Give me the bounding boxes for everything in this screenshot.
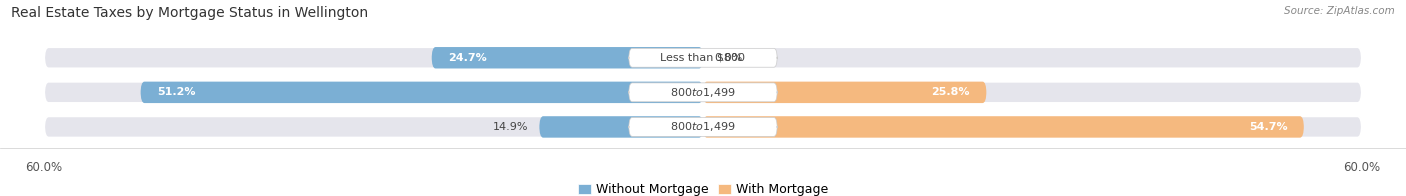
FancyBboxPatch shape xyxy=(141,82,703,103)
Text: $800 to $1,499: $800 to $1,499 xyxy=(671,86,735,99)
FancyBboxPatch shape xyxy=(44,82,1362,103)
FancyBboxPatch shape xyxy=(540,116,703,138)
Text: 25.8%: 25.8% xyxy=(931,87,970,97)
Text: 51.2%: 51.2% xyxy=(157,87,195,97)
Text: Less than $800: Less than $800 xyxy=(661,53,745,63)
Text: 0.0%: 0.0% xyxy=(714,53,742,63)
FancyBboxPatch shape xyxy=(628,83,778,102)
FancyBboxPatch shape xyxy=(432,47,703,68)
FancyBboxPatch shape xyxy=(703,82,987,103)
Text: Source: ZipAtlas.com: Source: ZipAtlas.com xyxy=(1284,6,1395,16)
FancyBboxPatch shape xyxy=(703,116,1303,138)
Text: 54.7%: 54.7% xyxy=(1249,122,1288,132)
FancyBboxPatch shape xyxy=(628,118,778,136)
FancyBboxPatch shape xyxy=(628,48,778,67)
Text: $800 to $1,499: $800 to $1,499 xyxy=(671,120,735,133)
Text: Real Estate Taxes by Mortgage Status in Wellington: Real Estate Taxes by Mortgage Status in … xyxy=(11,6,368,20)
Legend: Without Mortgage, With Mortgage: Without Mortgage, With Mortgage xyxy=(578,183,828,196)
Text: 24.7%: 24.7% xyxy=(449,53,486,63)
FancyBboxPatch shape xyxy=(44,47,1362,68)
Text: 14.9%: 14.9% xyxy=(494,122,529,132)
FancyBboxPatch shape xyxy=(44,116,1362,138)
